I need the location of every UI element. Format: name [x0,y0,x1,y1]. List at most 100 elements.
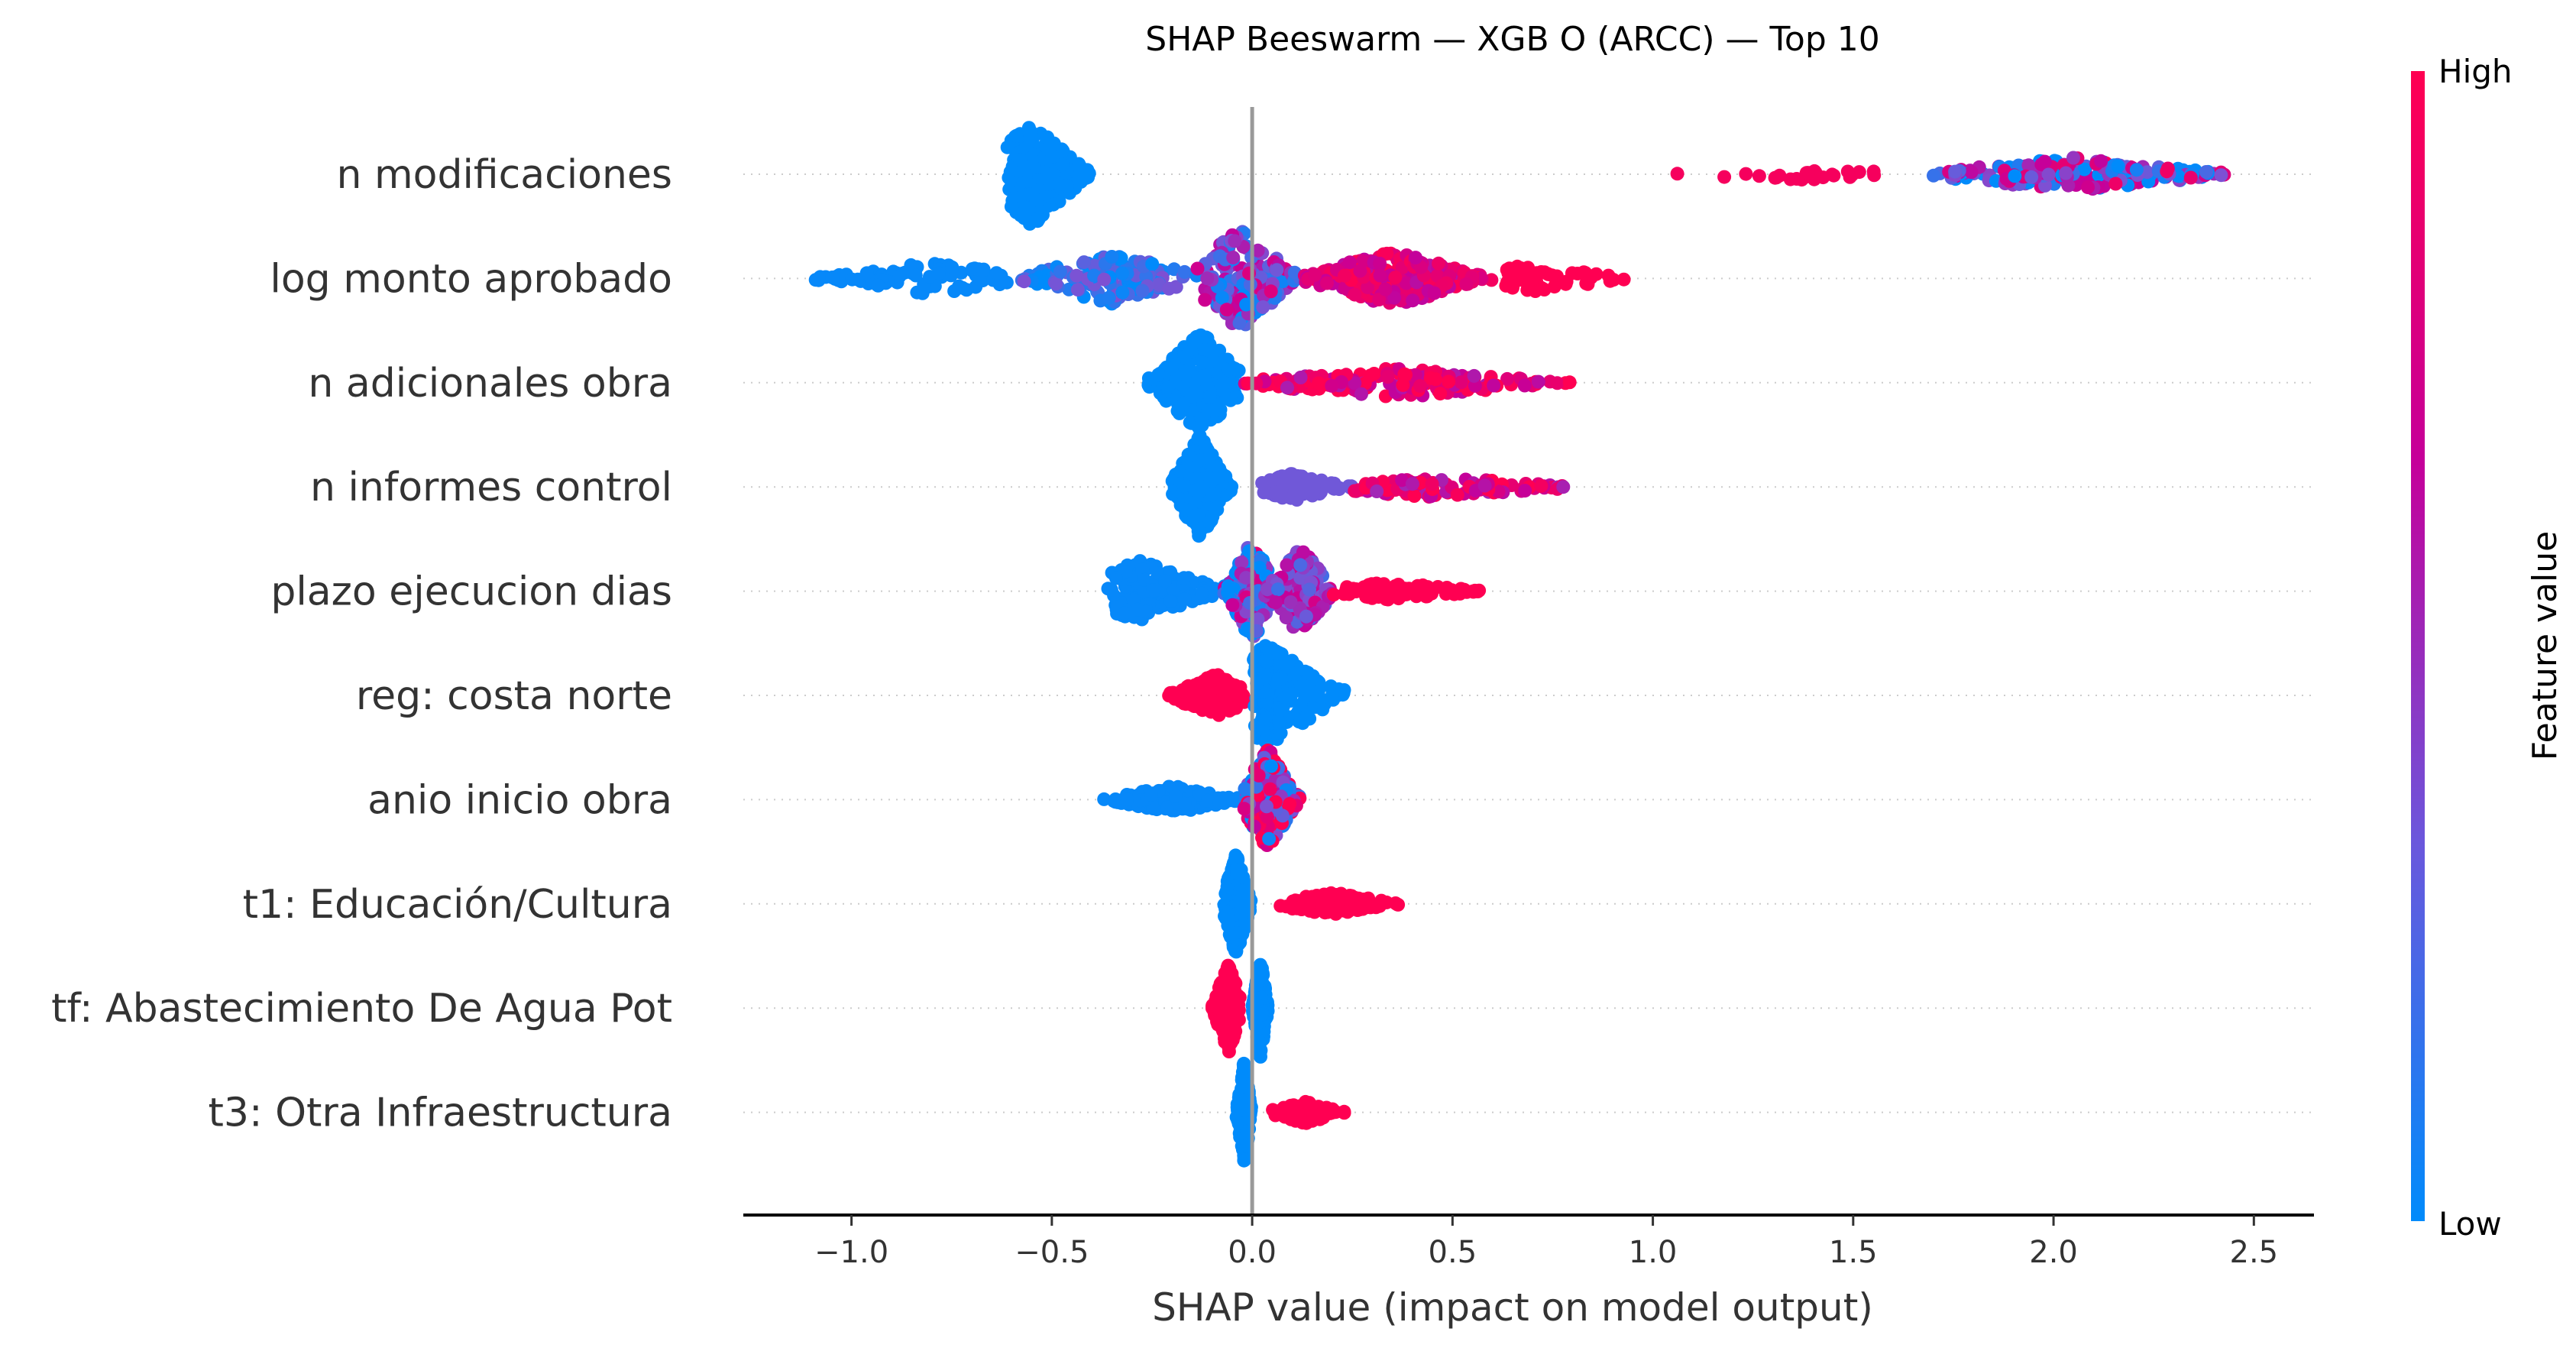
shap-point [1014,190,1027,204]
shap-point [1387,290,1402,305]
shap-point [1325,687,1340,701]
shap-point [1293,371,1308,384]
shap-point [1506,280,1519,295]
shap-point [1177,264,1192,279]
shap-point [1200,271,1215,286]
shap-point [1369,576,1383,591]
shap-point [1215,466,1229,481]
shap-point [1534,478,1549,493]
shap-point [1783,172,1798,186]
shap-point [1161,380,1175,394]
shap-point [1272,714,1286,728]
shap-point [1018,201,1032,215]
shap-point [1115,266,1130,280]
shap-point [1228,851,1242,866]
shap-point [1342,255,1357,270]
shap-point [1183,680,1198,695]
shap-point [1358,896,1372,910]
shap-point [1251,1029,1265,1044]
shap-point [1177,349,1191,364]
shap-point [1772,168,1787,183]
shap-point [1280,381,1294,395]
shap-point [1117,606,1131,621]
feature-swarm [1141,328,1577,435]
shap-point [1231,363,1246,378]
shap-point [1717,170,1732,184]
shap-point [1427,286,1442,300]
feature-swarm [1101,541,1487,643]
shap-point [1293,558,1308,572]
x-axis-label: SHAP value (impact on model output) [1152,1285,1873,1330]
shap-point [1369,900,1383,915]
shap-point [1296,1109,1310,1123]
shap-point [1176,571,1191,585]
shap-point [1202,451,1216,465]
shap-point [1467,368,1481,383]
shap-point [1380,370,1395,384]
shap-point [1306,484,1320,499]
shap-point [1326,588,1341,602]
shap-point [1228,985,1242,1000]
shap-point [1097,272,1112,287]
shap-point [1413,379,1427,394]
shap-point [1964,165,1979,180]
shap-point [1338,268,1352,283]
shap-point [1368,587,1382,601]
shap-point [1752,169,1766,183]
shap-point [1189,471,1204,486]
x-tick-label: 1.0 [1629,1235,1678,1270]
shap-point [1186,387,1200,401]
shap-point [1135,284,1150,298]
shap-point [1270,263,1284,277]
shap-point [2021,158,2036,173]
shap-point [1313,1107,1327,1122]
feature-swarm [1097,744,1307,852]
shap-point [1454,582,1468,596]
shap-point [1370,484,1384,498]
shap-point [1579,276,1594,290]
shap-point [1287,667,1302,682]
shap-point [1235,556,1249,569]
shap-point [1070,283,1085,296]
shap-point [1525,272,1539,287]
shap-point [1325,1102,1340,1116]
shap-point [1135,562,1150,577]
shap-point [1221,579,1235,594]
shap-point [1269,595,1283,610]
shap-point [1105,250,1119,264]
shap-point [2108,177,2123,191]
shap-point [1235,925,1250,940]
shap-point [1191,431,1205,446]
feature-swarm [1217,848,1406,959]
shap-point [1201,793,1215,808]
shap-point [1232,1103,1247,1118]
shap-point [1040,130,1055,144]
shap-point [1459,277,1474,291]
shap-point [1397,367,1412,381]
shap-point [1400,276,1413,290]
x-tick-label: 0.5 [1429,1235,1477,1270]
feature-label: reg: costa norte [356,673,672,719]
shap-point [1263,473,1277,488]
feature-label: n informes control [310,465,672,510]
shap-point [1303,582,1316,597]
shap-point [1077,255,1091,270]
shap-point [1263,782,1277,796]
feature-swarm [1165,429,1571,543]
shap-point [1176,479,1191,494]
shap-point [1825,167,1840,182]
x-tick-label: 2.0 [2029,1235,2078,1270]
shap-point [1146,583,1160,598]
shap-point [1151,368,1166,382]
shap-point [1055,157,1070,172]
shap-point [825,271,840,284]
shap-point [1325,378,1339,393]
shap-point [1293,698,1308,712]
shap-point [1219,391,1234,406]
shap-point [1237,1060,1251,1074]
shap-point [1433,387,1448,401]
shap-point [1254,968,1267,983]
shap-point [1400,587,1414,601]
shap-point [1395,473,1409,488]
